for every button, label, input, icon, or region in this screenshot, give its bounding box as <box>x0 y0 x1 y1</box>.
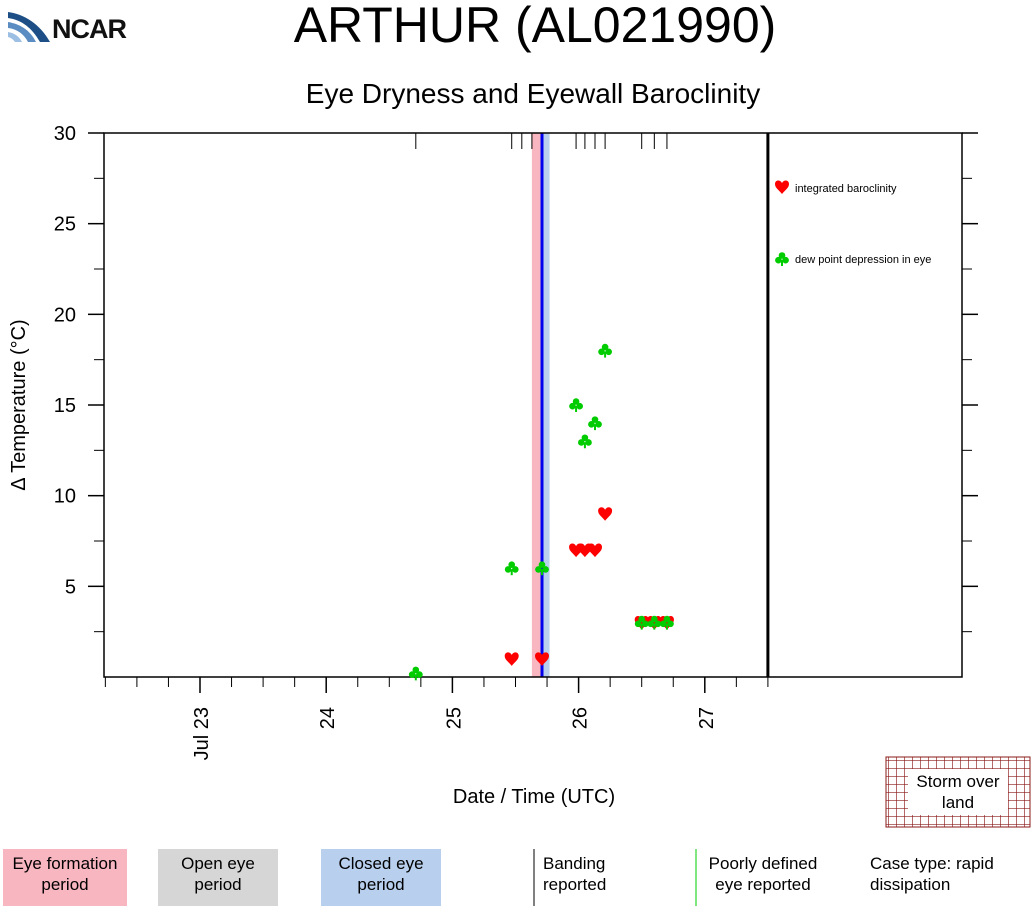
club-lobe <box>654 620 662 628</box>
club-lobe <box>651 615 658 623</box>
open-eye-label: Open eye period <box>181 854 255 894</box>
club-stem <box>414 674 417 681</box>
legend-club-marker <box>775 252 789 266</box>
club-lobe <box>538 561 546 568</box>
club-lobe <box>642 620 649 628</box>
club-stem <box>541 569 544 576</box>
legend-heart-marker <box>775 180 789 194</box>
ncar-logo-icon <box>8 12 50 42</box>
club-lobe <box>591 416 599 423</box>
legend-integrated-baroclinity: integrated baroclinity <box>775 180 897 195</box>
dewpoint-point <box>569 398 583 412</box>
dewpoint-point <box>408 666 423 681</box>
y-tick-label: 30 <box>54 123 76 145</box>
x-tick-label: 25 <box>443 707 465 729</box>
dewpoint-point <box>588 416 602 431</box>
club-lobe <box>634 620 642 628</box>
club-lobe <box>585 439 592 446</box>
club-lobe <box>512 566 519 573</box>
x-tick-label: 26 <box>570 707 592 729</box>
dewpoint-point <box>598 343 613 358</box>
plot-frame <box>103 132 963 678</box>
club-lobe <box>588 421 595 428</box>
data-points <box>408 343 674 681</box>
club-lobe <box>508 561 516 568</box>
y-tick-label: 10 <box>54 486 76 508</box>
baroclinity-point <box>588 543 603 558</box>
dewpoint-point <box>504 561 519 576</box>
baroclinity-point <box>659 616 674 630</box>
storm-over-land-label-bg <box>908 769 1008 815</box>
closed-eye-band <box>542 133 550 677</box>
y-axis-label: Δ Temperature (°C) <box>8 319 30 490</box>
club-lobe <box>595 421 602 428</box>
chart-subtitle: Eye Dryness and Eyewall Baroclinity <box>305 78 761 109</box>
y-tick-label: 15 <box>54 395 76 417</box>
club-lobe <box>663 615 671 623</box>
club-lobe <box>647 620 655 628</box>
tick-labels: 5 10 15 20 25 30 Jul 23 24 25 26 27 <box>54 123 718 760</box>
club-lobe <box>504 566 512 573</box>
club-lobe <box>578 439 585 446</box>
dewpoint-point <box>647 615 662 630</box>
club-stem <box>594 424 597 431</box>
club-stem <box>575 406 578 412</box>
closed-eye-swatch <box>321 849 441 906</box>
closed-eye-label: Closed eye period <box>338 854 424 894</box>
open-eye-swatch <box>158 849 278 906</box>
baroclinity-point <box>598 507 613 521</box>
club-stem <box>665 623 668 630</box>
club-lobe <box>535 566 542 573</box>
banding-label: Banding reported <box>543 854 607 894</box>
club-lobe <box>598 348 605 356</box>
baroclinity-point <box>535 652 550 666</box>
club-stem <box>640 623 643 630</box>
baroclinity-point <box>647 616 662 630</box>
eye-formation-swatch <box>3 849 127 906</box>
club-lobe <box>416 671 423 678</box>
club-stem <box>604 351 607 358</box>
storm-over-land-label: Storm over land <box>916 772 1000 812</box>
baroclinity-point <box>504 652 519 666</box>
club-lobe <box>660 620 667 628</box>
x-axis-label: Date / Time (UTC) <box>453 786 615 808</box>
x-tick-label: 24 <box>317 707 339 729</box>
axis-ticks <box>88 132 978 693</box>
baroclinity-point <box>634 616 649 630</box>
poorly-defined-label: Poorly defined eye reported <box>708 854 818 894</box>
x-tick-label: Jul 23 <box>191 707 213 760</box>
dewpoint-point <box>660 615 674 630</box>
y-tick-label: 5 <box>65 576 76 598</box>
club-stem <box>510 569 513 576</box>
club-lobe <box>581 434 589 442</box>
x-tick-label: 27 <box>696 707 718 729</box>
legend-label-baroclinity: integrated baroclinity <box>795 183 897 195</box>
period-bands <box>531 133 770 677</box>
club-lobe <box>569 402 576 410</box>
y-tick-label: 20 <box>54 304 76 326</box>
club-lobe <box>576 402 583 410</box>
dewpoint-point <box>578 434 592 449</box>
eye-formation-label: Eye formation period <box>12 854 118 894</box>
dewpoint-point <box>634 615 649 630</box>
club-lobe <box>605 348 613 356</box>
club-stem <box>653 623 656 630</box>
club-stem <box>583 442 586 449</box>
ncar-logo-text: NCAR <box>52 14 127 44</box>
case-type-label: Case type: rapid dissipation <box>870 854 994 894</box>
club-lobe <box>412 666 420 674</box>
club-lobe <box>667 620 674 628</box>
club-lobe <box>638 615 645 623</box>
club-lobe <box>542 566 549 573</box>
legend-label-dew-point: dew point depression in eye <box>795 254 931 266</box>
legend-dew-point-depression: dew point depression in eye <box>775 252 931 266</box>
club-lobe <box>601 343 609 351</box>
dewpoint-point <box>535 561 549 576</box>
y-tick-label: 25 <box>54 214 76 236</box>
chart-title: ARTHUR (AL021990) <box>293 0 777 53</box>
club-lobe <box>408 671 416 678</box>
eye-formation-band <box>531 133 543 677</box>
club-lobe <box>572 398 580 405</box>
